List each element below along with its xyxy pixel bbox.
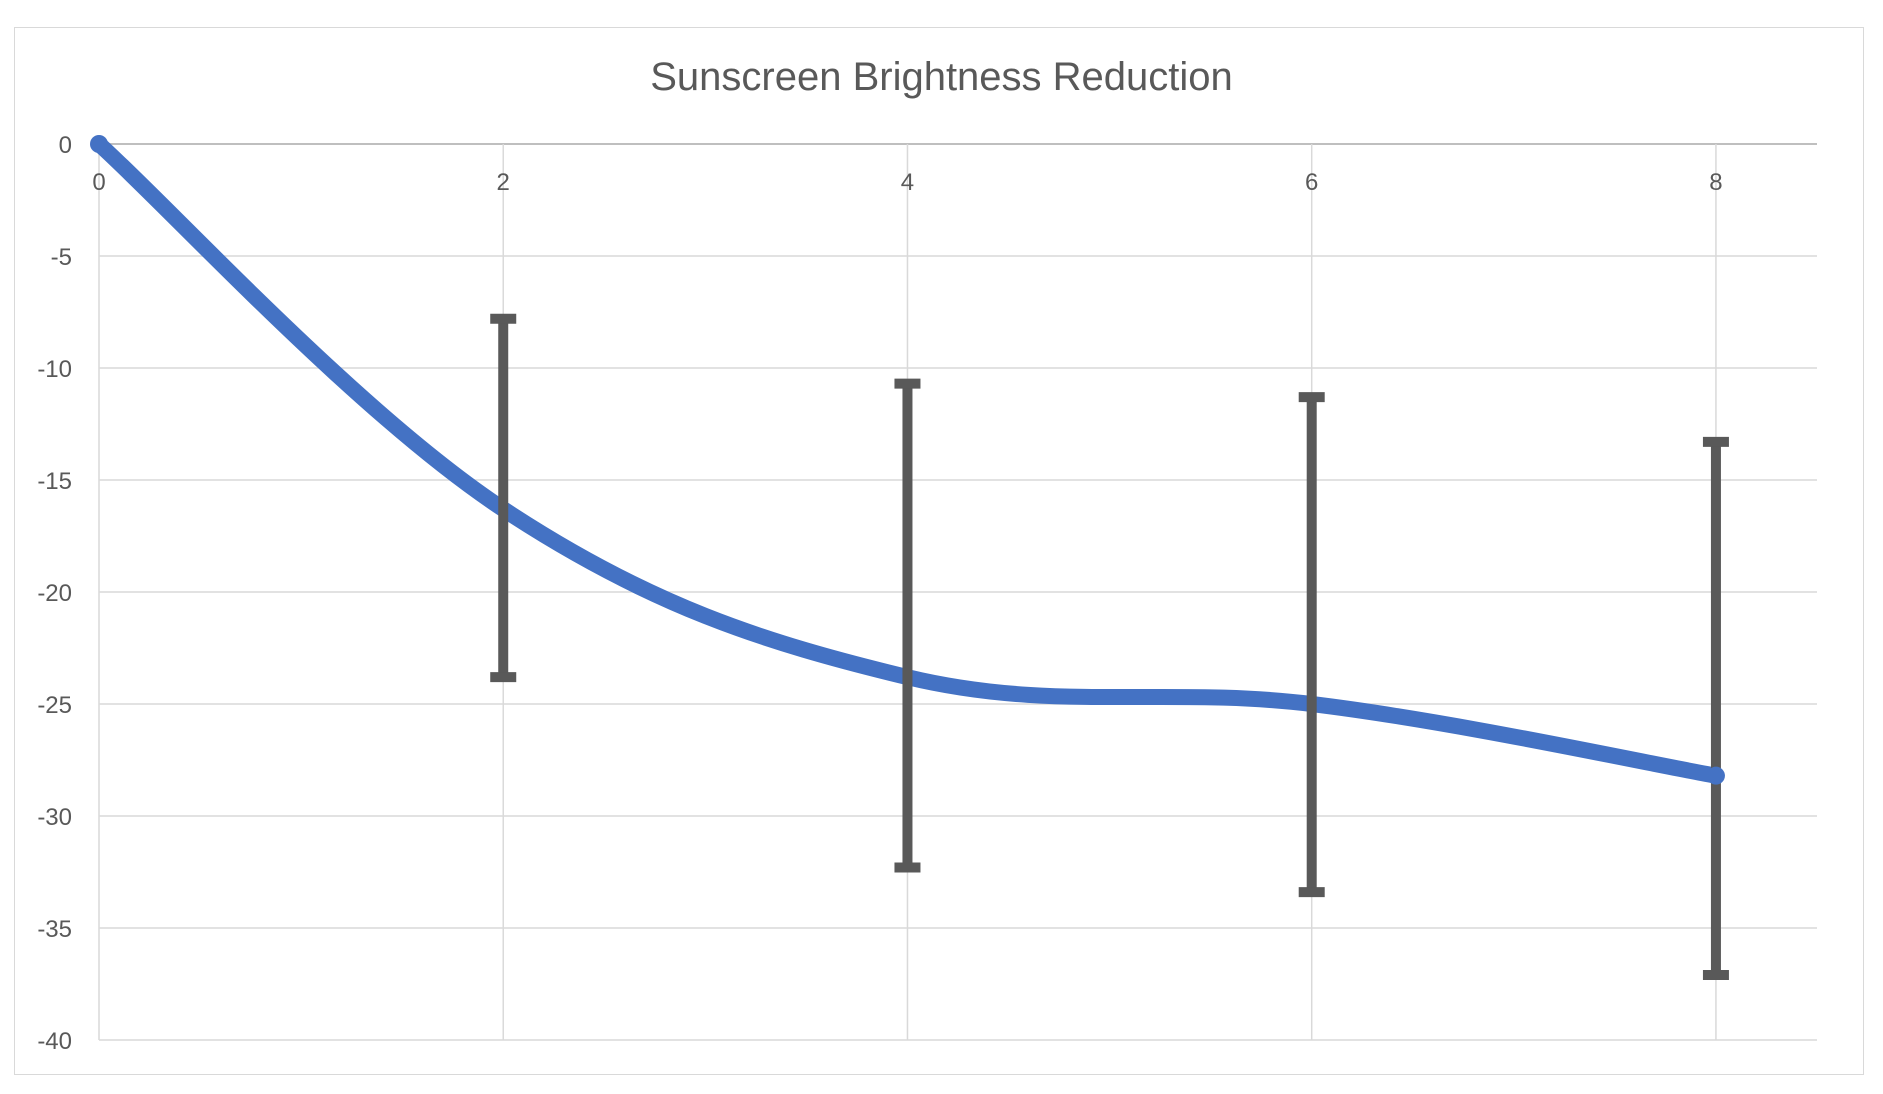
y-axis-tick-labels: 0 -5 -10 -15 -20 -25 -30 -35 -40 [37, 132, 72, 1055]
data-points [90, 135, 1725, 785]
data-point [90, 135, 108, 153]
y-tick-label: -35 [37, 916, 72, 943]
chart-title: Sunscreen Brightness Reduction [650, 55, 1233, 99]
y-tick-label: 0 [59, 132, 72, 159]
y-tick-label: -5 [51, 244, 72, 271]
x-tick-label: 8 [1709, 169, 1722, 196]
y-tick-label: -30 [37, 804, 72, 831]
data-point [1706, 766, 1725, 785]
series-line [91, 136, 1724, 784]
x-tick-label: 2 [497, 169, 510, 196]
y-tick-label: -10 [37, 356, 72, 383]
y-tick-label: -20 [37, 580, 72, 607]
gridlines [98, 143, 1817, 1041]
y-tick-label: -40 [37, 1028, 72, 1055]
y-tick-label: -15 [37, 468, 72, 495]
x-tick-label: 6 [1305, 169, 1318, 196]
x-axis-tick-labels: 0 2 4 6 8 [92, 169, 1722, 196]
x-tick-label: 4 [901, 169, 914, 196]
error-bars [490, 313, 1729, 981]
series-line-group [91, 136, 1724, 784]
chart-frame [14, 27, 1864, 1075]
y-tick-label: -25 [37, 692, 72, 719]
x-tick-label: 0 [92, 169, 105, 196]
